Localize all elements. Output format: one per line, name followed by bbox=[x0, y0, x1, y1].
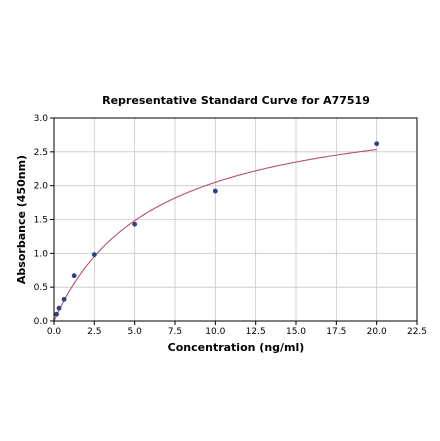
data-point bbox=[212, 188, 218, 194]
x-tick-label: 2.5 bbox=[87, 327, 101, 337]
fit-curve bbox=[53, 148, 377, 322]
data-points-layer bbox=[54, 141, 380, 317]
x-axis-label: Concentration (ng/ml) bbox=[168, 341, 305, 354]
fit-curve-layer bbox=[53, 148, 377, 322]
x-tick-label: 10.0 bbox=[205, 327, 225, 337]
x-tick-label: 15.0 bbox=[286, 327, 306, 337]
x-tick-label: 12.5 bbox=[246, 327, 266, 337]
y-tick-label: 1.0 bbox=[34, 249, 49, 259]
x-tick-label: 22.5 bbox=[407, 327, 427, 337]
data-point bbox=[56, 305, 62, 311]
y-tick-label: 2.0 bbox=[34, 182, 49, 192]
data-point bbox=[54, 311, 59, 317]
x-axis-ticks: 0.0 2.5 5.0 7.5 10.0 12.5 15.0 17.5 20.0 22.5 bbox=[47, 321, 427, 337]
x-tick-label: 20.0 bbox=[367, 327, 387, 337]
data-point bbox=[91, 252, 97, 258]
y-tick-label: 2.5 bbox=[34, 148, 48, 158]
data-point bbox=[61, 296, 67, 302]
y-axis-ticks: 0.0 0.5 1.0 1.5 2.0 2.5 3.0 bbox=[34, 114, 54, 327]
data-point bbox=[374, 141, 380, 147]
y-tick-label: 1.5 bbox=[34, 216, 48, 226]
grid-lines bbox=[54, 118, 417, 321]
data-point bbox=[132, 221, 138, 227]
x-tick-label: 7.5 bbox=[168, 327, 182, 337]
x-tick-label: 5.0 bbox=[128, 327, 143, 337]
data-point bbox=[71, 273, 77, 279]
x-tick-label: 17.5 bbox=[326, 327, 346, 337]
y-tick-label: 3.0 bbox=[34, 114, 49, 124]
x-tick-label: 0.0 bbox=[47, 327, 62, 337]
y-tick-label: 0.5 bbox=[34, 283, 48, 293]
y-axis-label: Absorbance (450nm) bbox=[15, 155, 28, 284]
y-tick-label: 0.0 bbox=[34, 317, 49, 327]
chart-title: Representative Standard Curve for A77519 bbox=[102, 94, 370, 107]
